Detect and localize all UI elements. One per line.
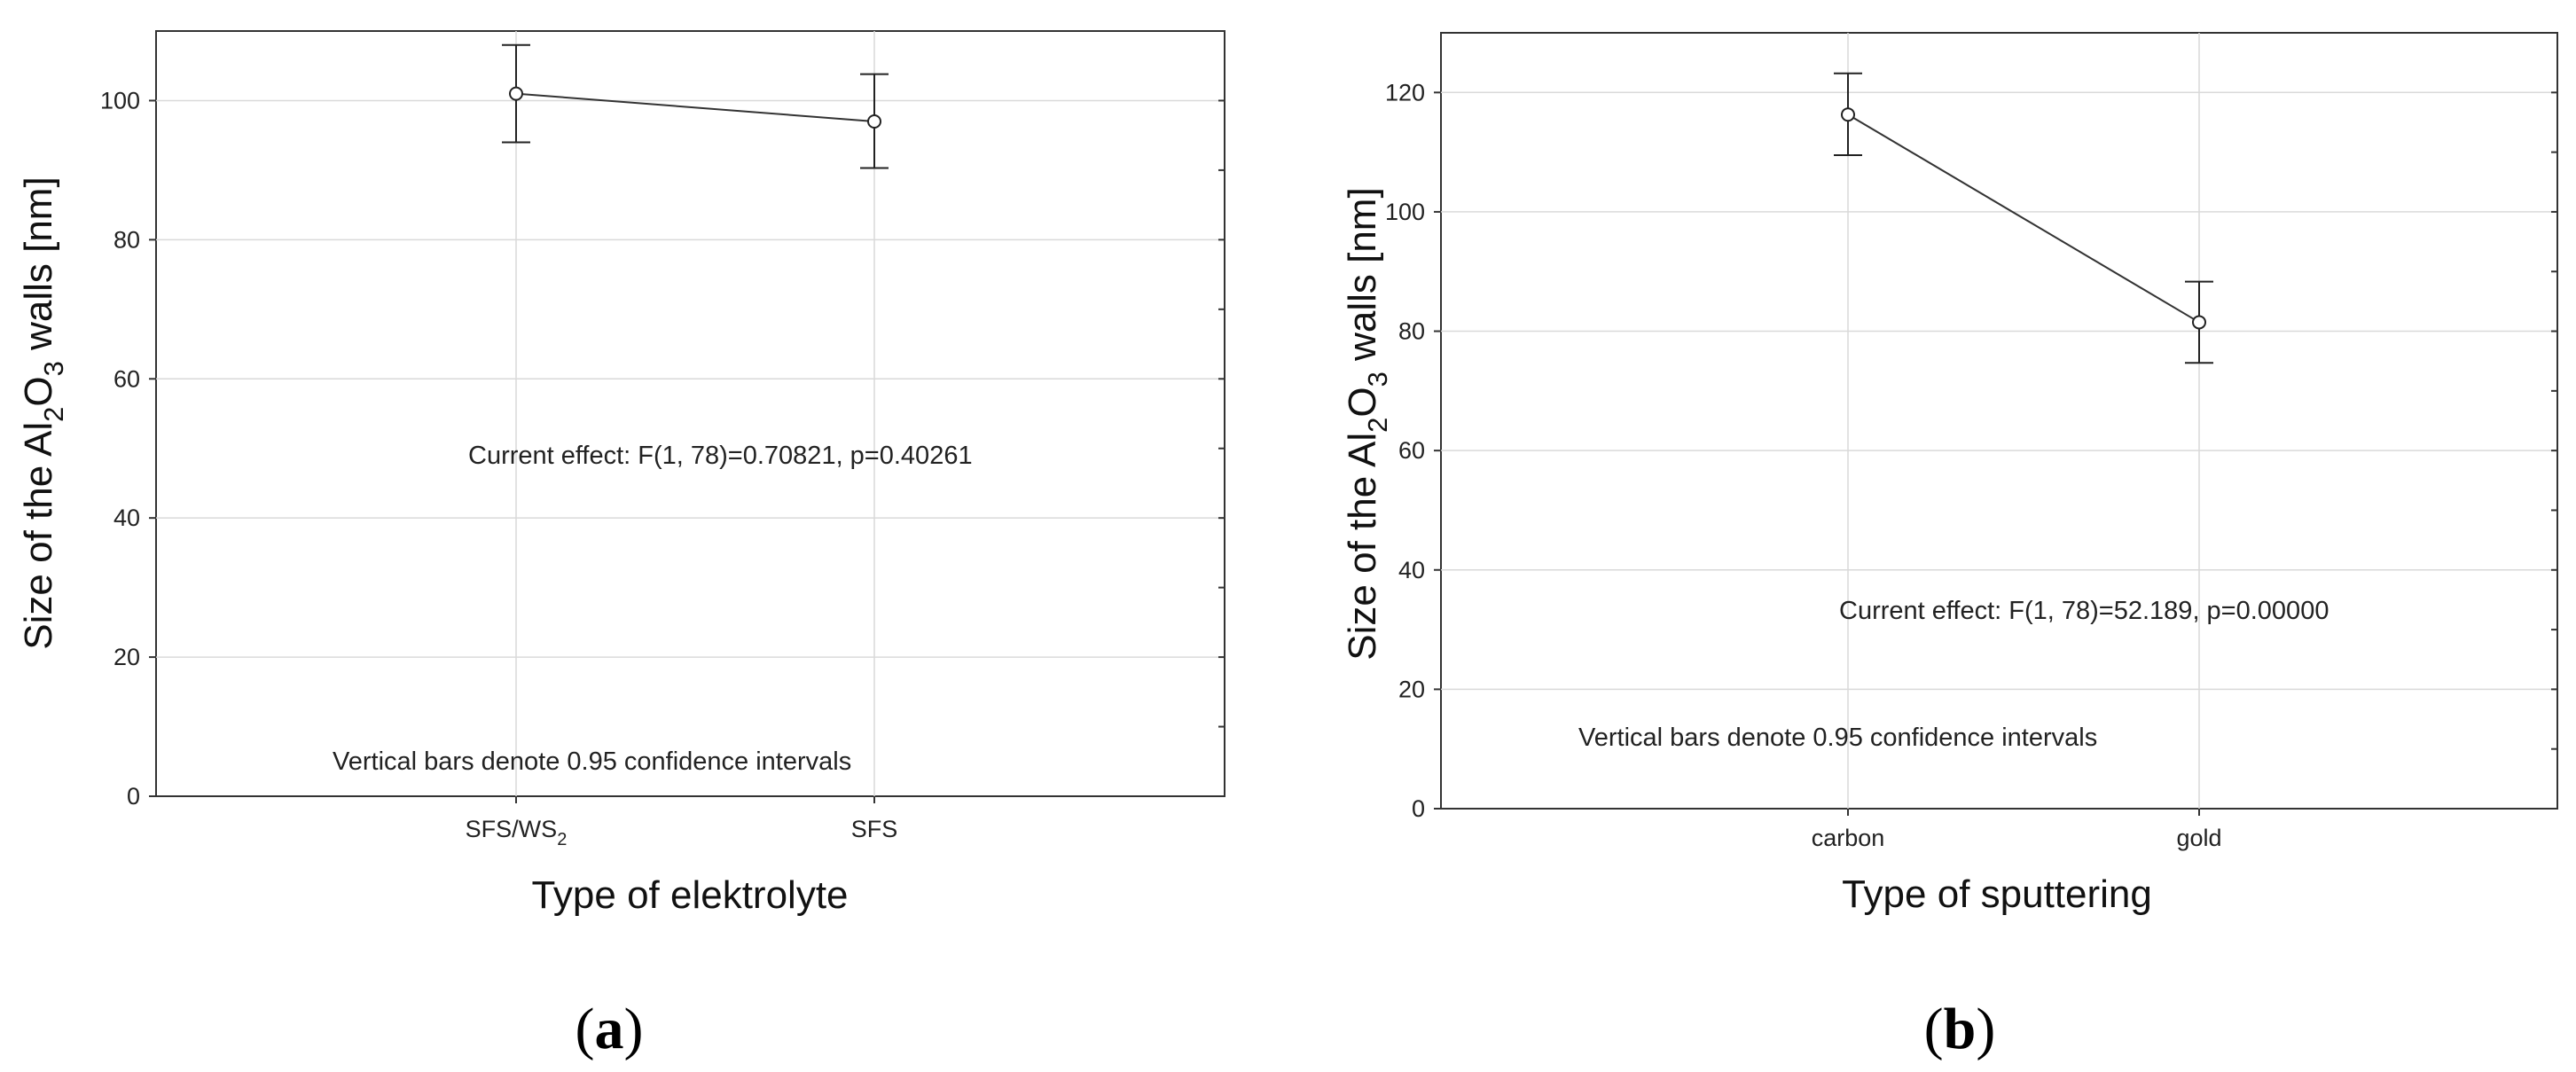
y-tick-label: 80	[114, 226, 140, 253]
y-tick-label: 100	[1385, 199, 1425, 225]
y-tick-label: 20	[114, 644, 140, 670]
y-ticks: 0 20 40 60 80 100 120	[1385, 79, 2200, 822]
y-axis-title: Size of the Al2O3 walls [nm]	[17, 176, 69, 649]
y-tick-label: 0	[127, 783, 140, 810]
ci-note: Vertical bars denote 0.95 confidence int…	[1578, 724, 2097, 752]
ci-note: Vertical bars denote 0.95 confidence int…	[333, 747, 851, 776]
chart-panel-b: 0 20 40 60 80 100 120 carbon gold Current effe…	[1341, 32, 2558, 1061]
y-axis-title: Size of the Al2O3 walls [nm]	[1341, 187, 1393, 660]
y-tick-label: 60	[1398, 437, 1425, 464]
x-tick-labels: carbon gold	[1812, 825, 2222, 851]
grid-lines	[1441, 33, 2557, 809]
series	[502, 43, 889, 169]
minor-ticks	[2551, 91, 2557, 750]
y-tick-label: 20	[1398, 676, 1425, 702]
panel-label-b: (b)	[1924, 997, 1996, 1061]
x-tick-label: SFS/WS2	[466, 816, 568, 849]
panel-label-a: (a)	[575, 997, 644, 1061]
y-ticks: 0 20 40 60 80 100	[100, 87, 875, 810]
y-tick-label: 100	[100, 87, 140, 113]
series	[1834, 72, 2213, 364]
y-tick-label: 80	[1398, 318, 1425, 345]
x-tick-labels: SFS/WS2 SFS	[466, 816, 898, 849]
y-tick-label: 60	[114, 365, 140, 392]
effect-annotation: Current effect: F(1, 78)=0.70821, p=0.40…	[468, 442, 973, 470]
effect-annotation: Current effect: F(1, 78)=52.189, p=0.000…	[1839, 597, 2329, 625]
x-tick-label: SFS	[851, 816, 898, 842]
x-axis-title: Type of elektrolyte	[531, 873, 848, 917]
x-tick-label: carbon	[1812, 825, 1885, 851]
series-line	[1847, 113, 2200, 324]
x-axis-title: Type of sputtering	[1842, 872, 2152, 916]
plot-frame	[155, 30, 1225, 797]
y-tick-label: 40	[114, 505, 140, 531]
chart-panel-a: 0 20 40 60 80 100 SFS/WS2 SFS Current effect:…	[17, 30, 1225, 1061]
minor-ticks	[1218, 99, 1225, 728]
data-point	[2192, 315, 2206, 330]
data-point	[1841, 107, 1855, 122]
data-point	[867, 113, 881, 129]
data-point	[509, 86, 523, 101]
y-tick-label: 40	[1398, 557, 1425, 583]
plot-frame	[1440, 32, 2558, 810]
series-line	[515, 92, 875, 122]
y-tick-label: 120	[1385, 79, 1425, 106]
x-tick-label: gold	[2176, 825, 2221, 851]
y-tick-label: 0	[1412, 795, 1425, 822]
